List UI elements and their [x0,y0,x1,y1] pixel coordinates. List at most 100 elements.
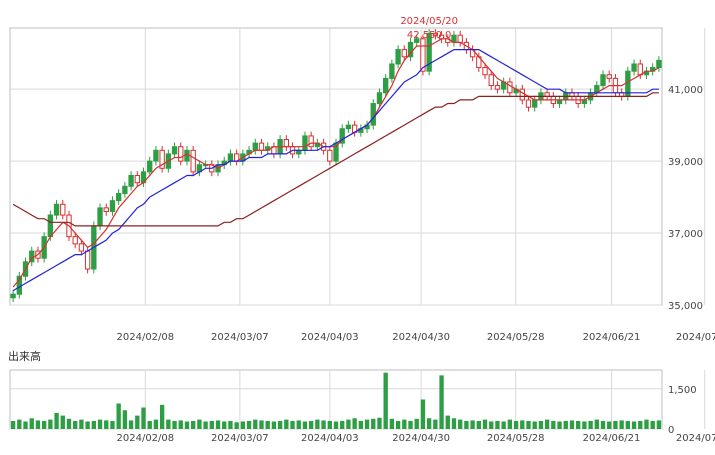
volume-bar [371,418,376,429]
candle-body [376,92,383,105]
volume-bar [656,420,662,429]
volume-bar [358,420,364,429]
volume-bar [73,420,78,429]
volume-bar [327,420,332,429]
annotation-value: 42,550.0 [407,30,452,41]
volume-bar [91,420,97,429]
volume-bar [346,419,351,429]
volume-bar [563,420,568,429]
volume-bar [439,375,444,429]
volume-bars [10,372,662,429]
volume-bar [433,419,438,429]
volume-bar [600,420,606,429]
volume-bar [215,420,221,429]
volume-bar [383,372,388,429]
volume-bar [302,421,308,429]
volume-bar [48,419,53,429]
volume-bar [408,420,413,429]
volume-bar [544,419,550,429]
volume-x-tick-label: 2024/04/03 [301,433,359,444]
volume-bar [308,420,314,429]
volume-bar [10,420,16,429]
volume-bar [153,419,159,429]
volume-bar [482,419,488,429]
volume-bar [613,420,618,429]
volume-bar [638,420,643,429]
volume-bar [246,420,252,429]
volume-bar [321,420,326,429]
volume-bar [135,415,140,429]
candle-body [389,63,395,79]
volume-bar [588,420,593,429]
volume-bar [271,421,277,429]
volume-x-tick-label: 2024/07/18 [676,433,715,444]
volume-bar [265,420,270,429]
volume-bar [197,419,202,429]
candle-body [631,63,637,72]
volume-x-tick-label: 2024/03/07 [211,433,269,444]
volume-bar [97,419,103,429]
volume-bar [644,419,649,429]
volume-bar [489,421,494,429]
volume-bar [259,420,264,429]
volume-bar [234,422,239,429]
volume-bar [650,420,655,429]
volume-bar [85,421,90,429]
candle-body [426,32,432,72]
volume-bar [445,415,450,429]
price-x-tick-label: 2024/07/18 [676,332,715,343]
candle-body [656,59,662,69]
volume-bar [116,403,121,429]
volume-bar [352,418,357,429]
candle-body [103,207,109,212]
candle-body [457,34,463,43]
volume-bar [209,420,214,429]
volume-bar [414,418,419,429]
ma-long-line [12,92,659,227]
candle-body [407,41,414,58]
volume-bar [203,421,208,429]
candle-body [184,149,190,162]
volume-bar [184,421,190,429]
volume-bar [464,420,469,429]
volume-bar [507,419,513,429]
volume-bar [60,415,65,429]
candle-body [519,88,525,101]
price-x-tick-label: 2024/04/30 [392,332,450,343]
candle-body [10,293,16,299]
volume-bar [41,420,47,429]
candle-body [147,160,153,173]
candle-body [401,49,407,58]
volume-x-tick-label: 2024/02/08 [117,433,175,444]
ma-short-line [12,38,660,288]
volume-bar [377,417,382,429]
volume-bar [110,420,115,429]
annotation-date: 2024/05/20 [400,16,458,27]
volume-plot-frame [9,369,663,430]
price-x-tick-label: 2024/06/21 [583,332,641,343]
volume-bar [35,420,41,429]
volume-bar [222,421,227,429]
price-y-tick-label: 37,000 [668,229,703,240]
volume-bar [607,421,612,429]
volume-bar [569,420,575,429]
volume-bar [340,420,345,429]
volume-bar [631,421,637,429]
volume-bar [172,420,177,429]
candle-body [252,142,258,151]
candle-body [339,128,345,144]
price-x-tick-label: 2024/05/28 [487,332,545,343]
candle-body [308,135,314,148]
candle-body [345,124,352,130]
price-y-tick-label: 35,000 [668,301,703,312]
candle-body [97,207,103,227]
candle-body [72,236,78,245]
volume-bar [284,419,289,429]
volume-bar [420,399,426,429]
ma-mid-line [12,49,659,292]
volume-bar [159,404,165,429]
candle-body [432,32,439,36]
candle-body [482,67,488,76]
candle-body [525,99,532,108]
